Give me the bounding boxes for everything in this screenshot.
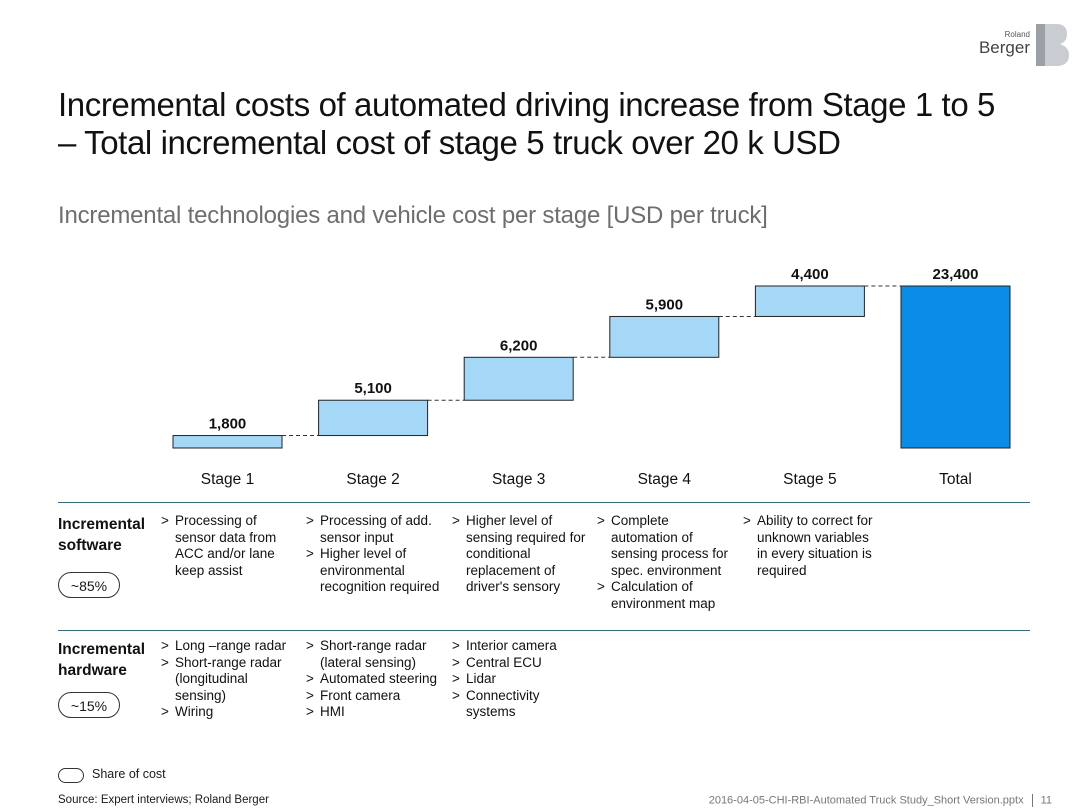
waterfall-chart: 1,800 Stage 1 5,100 Stage 2 6,200 Stage 3 5,90… [172,266,1011,488]
software-share-badge: ~85% [58,572,120,598]
bar-total [900,285,1011,449]
category-label-stage-5: Stage 5 [783,471,836,488]
software-row-label: Incremental software [58,514,145,556]
hardware-column-3: Interior cameraCentral ECULidarConnectiv… [452,638,592,721]
category-label-stage-2: Stage 2 [346,471,399,488]
title-line1: Incremental costs of automated driving i… [58,86,995,123]
data-label-stage-5: 4,400 [791,266,829,283]
section-divider-middle [58,630,1030,631]
software-label-line1: Incremental [58,516,146,533]
data-label-stage-2: 5,100 [354,380,392,397]
footer: 2016-04-05-CHI-RBI-Automated Truck Study… [709,794,1052,807]
hardware-bullet: Connectivity systems [452,688,592,721]
section-divider-top [58,502,1030,503]
hardware-bullet: Wiring [161,704,301,721]
bar-stage-2 [318,399,429,437]
software-column-1: Processing of sensor data from ACC and/o… [161,513,301,579]
data-label-stage-4: 5,900 [646,296,684,313]
category-label-stage-4: Stage 4 [638,471,692,488]
hardware-column-1: Long –range radarShort-range radar (long… [161,638,301,721]
legend-pill-icon [58,768,84,783]
category-label-stage-1: Stage 1 [201,471,254,488]
hardware-bullet: Interior camera [452,638,592,655]
hardware-column-2: Short-range radar (lateral sensing)Autom… [306,638,446,721]
roland-berger-logo: Roland Berger [975,22,1070,70]
category-label-stage-3: Stage 3 [492,471,545,488]
chart-subtitle: Incremental technologies and vehicle cos… [58,202,768,229]
hardware-share-badge: ~15% [58,692,120,718]
logo-line1: Roland [1004,30,1030,39]
hardware-label-line1: Incremental [58,641,146,658]
hardware-bullet: Automated steering [306,671,446,688]
bar-stage-1 [172,435,283,449]
hardware-bullet: Front camera [306,688,446,705]
hardware-bullet: Short-range radar (lateral sensing) [306,638,446,671]
software-column-4: Complete automation of sensing process f… [597,513,737,612]
hardware-bullet: Central ECU [452,655,592,672]
hardware-bullet: Short-range radar (longitudinal sensing) [161,655,301,705]
title-line2: – Total incremental cost of stage 5 truc… [58,124,841,161]
data-label-stage-3: 6,200 [500,337,538,354]
data-label-stage-1: 1,800 [209,416,247,433]
bar-stage-4 [609,315,720,358]
bar-stage-3 [463,356,574,401]
logo-line2: Berger [978,38,1030,57]
data-label-total: 23,400 [933,266,979,283]
software-column-3: Higher level of sensing required for con… [452,513,592,596]
software-bullet: Processing of sensor data from ACC and/o… [161,513,301,579]
footer-filename: 2016-04-05-CHI-RBI-Automated Truck Study… [708,794,1024,807]
software-bullet: Processing of add. sensor input [306,513,446,546]
hardware-label-line2: hardware [58,662,127,679]
software-column-2: Processing of add. sensor inputHigher le… [306,513,446,596]
legend-label: Share of cost [92,767,166,781]
hardware-bullet: Lidar [452,671,592,688]
software-bullet: Higher level of environmental recognitio… [306,546,446,596]
software-bullet: Ability to correct for unknown variables… [743,513,883,579]
source-note: Source: Expert interviews; Roland Berger [58,794,269,806]
hardware-row-label: Incremental hardware [58,639,145,681]
logo-b-mark-icon [1036,24,1069,66]
page-number: 11 [1040,794,1052,807]
bar-stage-5 [754,285,865,317]
page-title: Incremental costs of automated driving i… [58,86,1058,162]
category-label-total: Total [939,471,972,488]
software-bullet: Complete automation of sensing process f… [597,513,737,579]
hardware-bullet: HMI [306,704,446,721]
hardware-bullet: Long –range radar [161,638,301,655]
software-label-line2: software [58,537,122,554]
footer-divider [1031,794,1033,807]
software-bullet: Calculation of environment map [597,579,737,612]
software-column-5: Ability to correct for unknown variables… [743,513,883,579]
software-bullet: Higher level of sensing required for con… [452,513,592,596]
